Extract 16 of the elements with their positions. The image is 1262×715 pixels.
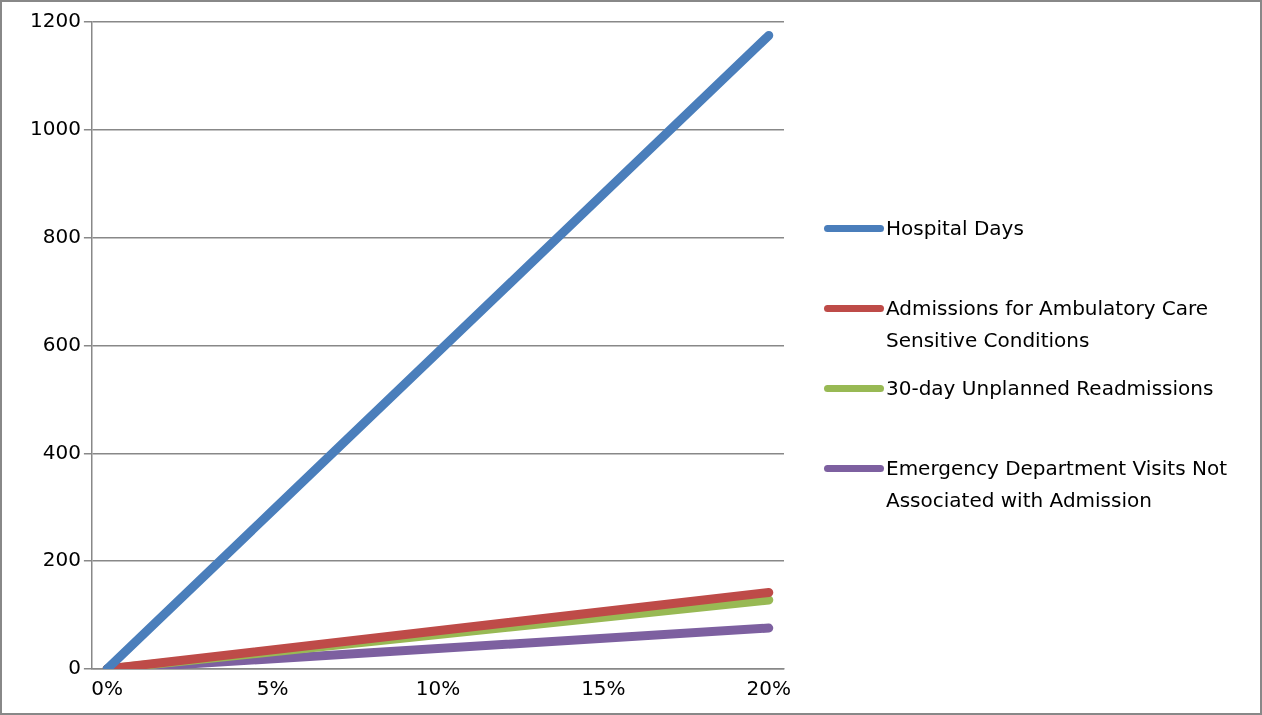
legend-label: 30-day Unplanned Readmissions bbox=[886, 375, 1214, 402]
y-tick-label: 1200 bbox=[29, 8, 81, 33]
y-tick-label: 200 bbox=[42, 547, 81, 572]
x-tick-label: 10% bbox=[415, 676, 461, 701]
y-tick-label: 400 bbox=[42, 439, 81, 464]
y-tick-label: 0 bbox=[68, 655, 81, 680]
y-tick-label: 1000 bbox=[29, 116, 81, 141]
x-tick-label: 0% bbox=[91, 676, 123, 701]
legend-label: Emergency Department Visits Not Associated with Admission bbox=[886, 455, 1228, 514]
x-tick-label: 20% bbox=[746, 676, 792, 701]
legend-label: Hospital Days bbox=[886, 215, 1024, 242]
legend-label: Admissions for Ambulatory Care Sensitive Conditions bbox=[886, 295, 1210, 354]
x-tick-label: 5% bbox=[256, 676, 289, 701]
y-tick-label: 600 bbox=[42, 331, 81, 356]
x-tick-label: 15% bbox=[581, 676, 626, 701]
y-tick-label: 800 bbox=[42, 223, 81, 248]
